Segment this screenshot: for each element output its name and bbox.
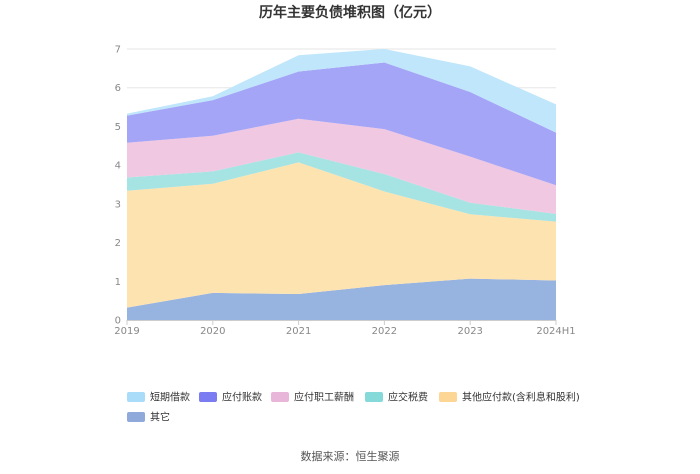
y-tick-label: 5 — [115, 122, 121, 133]
y-tick-label: 0 — [115, 316, 121, 327]
y-tick-label: 3 — [115, 199, 121, 210]
y-tick-label: 2 — [115, 238, 121, 249]
y-tick-label: 6 — [115, 83, 121, 94]
legend-swatch[interactable] — [127, 412, 145, 422]
axes: 0 1 2 3 4 5 6 7 2019 2020 2021 2022 2023 2024H1 — [114, 45, 575, 338]
x-tick-label: 2023 — [457, 326, 482, 337]
legend-swatch[interactable] — [365, 392, 383, 402]
legend: 短期借款 应付账款 应付职工薪酬 应交税费 其他应付款(含利息和股利) 其它 — [127, 391, 580, 424]
x-tick-label: 2021 — [286, 326, 311, 337]
area-series-应付职工薪酬 — [127, 118, 556, 214]
legend-label[interactable]: 短期借款 — [150, 391, 190, 404]
area-series-其他应付款(含利息和股利) — [127, 162, 556, 308]
x-tick-label: 2019 — [114, 326, 139, 337]
x-tick-label: 2020 — [200, 326, 225, 337]
legend-swatch[interactable] — [271, 392, 289, 402]
area-series — [127, 49, 556, 320]
legend-swatch[interactable] — [127, 392, 145, 402]
area-series-其它 — [127, 278, 556, 320]
legend-swatch[interactable] — [199, 392, 217, 402]
x-tick-label: 2022 — [372, 326, 397, 337]
y-tick-label: 4 — [115, 161, 121, 172]
legend-swatch[interactable] — [439, 392, 457, 402]
legend-label[interactable]: 其他应付款(含利息和股利) — [462, 391, 580, 404]
legend-label[interactable]: 应交税费 — [388, 391, 428, 404]
x-tick-label: 2024H1 — [536, 326, 575, 337]
legend-label[interactable]: 应付职工薪酬 — [294, 391, 354, 404]
legend-label[interactable]: 其它 — [150, 411, 170, 424]
chart-title: 历年主要负债堆积图（亿元） — [259, 4, 441, 21]
y-tick-label: 1 — [115, 277, 121, 288]
y-tick-label: 7 — [115, 45, 121, 56]
data-source-note: 数据来源：恒生聚源 — [300, 450, 400, 463]
area-series-短期借款 — [127, 49, 556, 133]
area-series-应付账款 — [127, 62, 556, 186]
legend-label[interactable]: 应付账款 — [222, 391, 262, 404]
area-series-应交税费 — [127, 152, 556, 222]
